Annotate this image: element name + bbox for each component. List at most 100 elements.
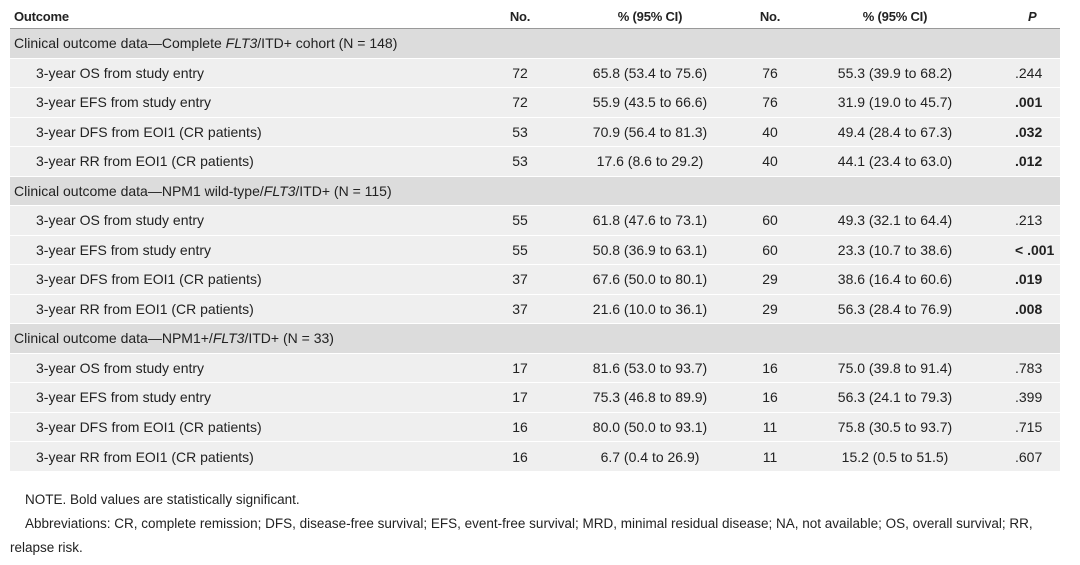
ci-cell: 75.0 (39.8 to 91.4)	[800, 352, 990, 383]
column-header: No.	[740, 4, 800, 29]
data-row: 3-year RR from EOI1 (CR patients) 53 17.6 …	[10, 146, 1060, 176]
column-header: Outcome	[10, 4, 480, 29]
n-cell: 72	[480, 87, 560, 117]
n-cell: 29	[740, 264, 800, 294]
outcome-cell: 3-year OS from study entry	[10, 352, 480, 383]
outcome-cell: 3-year EFS from study entry	[10, 382, 480, 412]
note: NOTE. Bold values are statistically sign…	[25, 492, 300, 507]
data-row: 3-year DFS from EOI1 (CR patients) 53 70.9…	[10, 116, 1060, 147]
section-title: Clinical outcome data—NPM1+/FLT3/ITD+ (N…	[10, 323, 1060, 353]
outcome-cell: 3-year OS from study entry	[10, 205, 480, 235]
n-cell: 55	[480, 205, 560, 235]
ci-cell: 21.6 (10.0 to 36.1)	[560, 293, 740, 324]
n-cell: 16	[740, 352, 800, 383]
p-value-cell: < .001	[990, 234, 1060, 265]
table-body: Clinical outcome data—Complete FLT3/ITD+…	[10, 28, 1060, 471]
outcome-cell: 3-year EFS from study entry	[10, 234, 480, 265]
ci-cell: 56.3 (28.4 to 76.9)	[800, 293, 990, 324]
outcome-cell: 3-year DFS from EOI1 (CR patients)	[10, 116, 480, 147]
ci-cell: 56.3 (24.1 to 79.3)	[800, 382, 990, 412]
n-cell: 37	[480, 264, 560, 294]
data-row: 3-year OS from study entry 72 65.8 (53.4 t…	[10, 57, 1060, 88]
ci-cell: 70.9 (56.4 to 81.3)	[560, 116, 740, 147]
outcome-cell: 3-year RR from EOI1 (CR patients)	[10, 146, 480, 176]
n-cell: 55	[480, 234, 560, 265]
column-header: P	[990, 4, 1060, 29]
n-cell: 16	[480, 411, 560, 442]
ci-cell: 50.8 (36.9 to 63.1)	[560, 234, 740, 265]
p-value-cell: .399	[990, 382, 1060, 412]
n-cell: 37	[480, 293, 560, 324]
ci-cell: 75.3 (46.8 to 89.9)	[560, 382, 740, 412]
p-value-cell: .008	[990, 293, 1060, 324]
p-value-cell: .012	[990, 146, 1060, 176]
ci-cell: 44.1 (23.4 to 63.0)	[800, 146, 990, 176]
ci-cell: 38.6 (16.4 to 60.6)	[800, 264, 990, 294]
p-value-cell: .213	[990, 205, 1060, 235]
data-row: 3-year EFS from study entry 72 55.9 (43.5 …	[10, 87, 1060, 117]
outcome-cell: 3-year RR from EOI1 (CR patients)	[10, 441, 480, 471]
section-row: Clinical outcome data—NPM1+/FLT3/ITD+ (N…	[10, 323, 1060, 353]
data-row: 3-year OS from study entry 55 61.8 (47.6 t…	[10, 205, 1060, 235]
n-cell: 76	[740, 57, 800, 88]
outcome-cell: 3-year DFS from EOI1 (CR patients)	[10, 411, 480, 442]
p-value-cell: .244	[990, 57, 1060, 88]
ci-cell: 23.3 (10.7 to 38.6)	[800, 234, 990, 265]
outcome-table: Outcome No.% (95% CI) No.% (95% CI) P Clini…	[10, 4, 1060, 471]
n-cell: 17	[480, 382, 560, 412]
n-cell: 53	[480, 116, 560, 147]
ci-cell: 49.4 (28.4 to 67.3)	[800, 116, 990, 147]
data-row: 3-year RR from EOI1 (CR patients) 16 6.7 (…	[10, 441, 1060, 471]
n-cell: 40	[740, 146, 800, 176]
outcome-cell: 3-year EFS from study entry	[10, 87, 480, 117]
n-cell: 72	[480, 57, 560, 88]
ci-cell: 67.6 (50.0 to 80.1)	[560, 264, 740, 294]
data-row: 3-year OS from study entry 17 81.6 (53.0 t…	[10, 352, 1060, 383]
n-cell: 76	[740, 87, 800, 117]
section-title: Clinical outcome data—NPM1 wild-type/FLT…	[10, 175, 1060, 206]
data-row: 3-year EFS from study entry 17 75.3 (46.8 …	[10, 382, 1060, 412]
section-title: Clinical outcome data—Complete FLT3/ITD+…	[10, 28, 1060, 58]
ci-cell: 61.8 (47.6 to 73.1)	[560, 205, 740, 235]
ci-cell: 17.6 (8.6 to 29.2)	[560, 146, 740, 176]
n-cell: 16	[740, 382, 800, 412]
ci-cell: 31.9 (19.0 to 45.7)	[800, 87, 990, 117]
section-row: Clinical outcome data—Complete FLT3/ITD+…	[10, 28, 1060, 58]
p-value-cell: .032	[990, 116, 1060, 147]
n-cell: 60	[740, 205, 800, 235]
n-cell: 53	[480, 146, 560, 176]
ci-cell: 49.3 (32.1 to 64.4)	[800, 205, 990, 235]
section-title-part: FLT3	[212, 330, 245, 347]
header-row: Outcome No.% (95% CI) No.% (95% CI) P	[10, 4, 1060, 29]
p-value-cell: .783	[990, 352, 1060, 383]
ci-cell: 65.8 (53.4 to 75.6)	[560, 57, 740, 88]
p-value-cell: .715	[990, 411, 1060, 442]
notes: NOTE. Bold values are statistically sign…	[10, 488, 1075, 560]
n-cell: 16	[480, 441, 560, 471]
outcome-cell: 3-year RR from EOI1 (CR patients)	[10, 293, 480, 324]
note: Abbreviations: CR, complete remission; D…	[10, 516, 1033, 555]
n-cell: 60	[740, 234, 800, 265]
data-row: 3-year DFS from EOI1 (CR patients) 37 67.6…	[10, 264, 1060, 294]
n-cell: 11	[740, 441, 800, 471]
ci-cell: 75.8 (30.5 to 93.7)	[800, 411, 990, 442]
n-cell: 29	[740, 293, 800, 324]
section-title-part: /ITD+ (N = 33)	[244, 330, 334, 347]
section-title-part: FLT3	[225, 35, 258, 52]
p-value-cell: .019	[990, 264, 1060, 294]
ci-cell: 55.9 (43.5 to 66.6)	[560, 87, 740, 117]
outcome-cell: 3-year DFS from EOI1 (CR patients)	[10, 264, 480, 294]
column-header: No.	[480, 4, 560, 29]
p-value-cell: .607	[990, 441, 1060, 471]
ci-cell: 81.6 (53.0 to 93.7)	[560, 352, 740, 383]
n-cell: 17	[480, 352, 560, 383]
ci-cell: 6.7 (0.4 to 26.9)	[560, 441, 740, 471]
section-title-part: Clinical outcome data—NPM1 wild-type/	[14, 182, 264, 199]
data-row: 3-year EFS from study entry 55 50.8 (36.9 …	[10, 234, 1060, 265]
ci-cell: 80.0 (50.0 to 93.1)	[560, 411, 740, 442]
section-title-part: FLT3	[263, 182, 296, 199]
outcome-cell: 3-year OS from study entry	[10, 57, 480, 88]
section-title-part: /ITD+ cohort (N = 148)	[257, 35, 398, 52]
